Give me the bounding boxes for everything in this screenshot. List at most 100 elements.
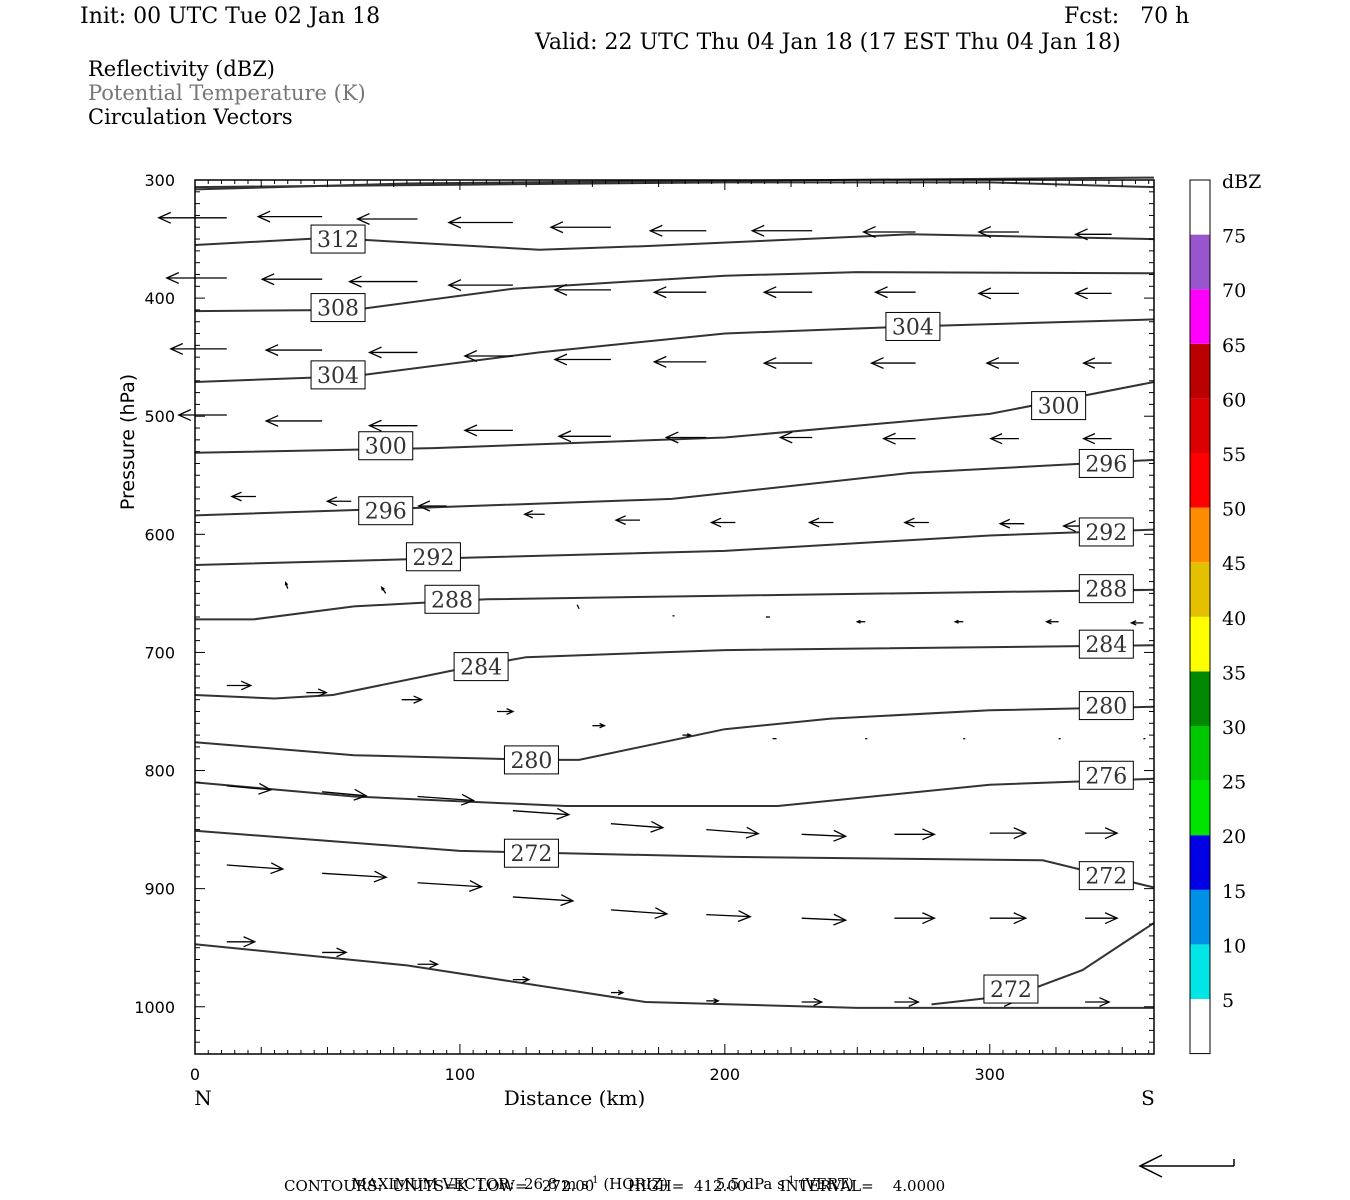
vector-head	[1074, 287, 1088, 300]
vector-head	[1082, 433, 1096, 445]
y-tick-label: 400	[144, 289, 175, 308]
forecast-hour: Fcst: 70 h	[1064, 4, 1190, 29]
vector-head	[1045, 618, 1052, 625]
colorbar-swatch-12	[1190, 343, 1210, 399]
circulation-vectors	[157, 210, 1146, 1007]
colorbar-label: 5	[1222, 990, 1234, 1012]
vector-arrow-18	[977, 287, 1019, 300]
colorbar-label: 65	[1222, 335, 1246, 357]
vector-head	[1062, 520, 1076, 533]
theta-label-box	[310, 224, 366, 254]
vector-head	[523, 510, 533, 519]
vector-arrow-36	[778, 431, 813, 444]
colorbar-swatch-10	[1190, 453, 1210, 508]
theta-label-box	[1078, 448, 1134, 478]
vector-head	[367, 419, 382, 432]
vector-head	[989, 433, 1003, 445]
vector-arrow-75	[706, 826, 760, 839]
theta-label-text: 312	[317, 228, 359, 253]
vector-head	[977, 225, 992, 238]
theta-label-text: 304	[317, 364, 359, 389]
vector-head	[745, 826, 760, 839]
vector-head	[270, 862, 285, 875]
vector-arrow-71	[322, 788, 368, 801]
colorbar-label: 50	[1222, 499, 1246, 521]
vector-arrow-96	[801, 997, 824, 1007]
vector-head	[243, 936, 257, 948]
theta-label-9: 292	[1078, 517, 1134, 547]
theta-contour-6	[194, 458, 1155, 517]
vector-head	[522, 976, 531, 984]
maxvec-vert: 5.5 dPa s	[715, 1175, 785, 1193]
vector-arrow-44	[614, 515, 641, 526]
vector-head	[169, 342, 184, 355]
colorbar-swatch-6	[1190, 671, 1210, 726]
theta-label-text: 300	[365, 435, 407, 460]
vector-arrow-45	[709, 517, 736, 528]
vector-head	[447, 216, 462, 229]
vector-head	[664, 431, 679, 444]
vector-arrow-31	[264, 414, 323, 427]
vector-head	[650, 820, 665, 833]
theta-label-text: 272	[510, 842, 552, 867]
vector-head	[713, 998, 720, 1004]
vector-arrow-35	[664, 431, 707, 444]
x-tick-label: 100	[445, 1065, 476, 1084]
vector-head	[557, 430, 572, 443]
vector-head	[1104, 827, 1119, 840]
theta-contour-2	[194, 233, 1155, 251]
colorbar-swatch-9	[1190, 507, 1210, 563]
theta-label-text: 284	[1085, 633, 1127, 658]
vector-arrow-81	[322, 870, 388, 883]
theta-label-3: 304	[885, 311, 941, 341]
vector-arrow-84	[610, 907, 669, 920]
vector-head	[922, 912, 936, 925]
theta-label-text: 272	[990, 978, 1032, 1003]
vector-head	[177, 409, 192, 422]
reference-vector	[1138, 1154, 1235, 1178]
vector-arrow-80	[226, 862, 285, 875]
maxvec-label: MAXIMUM VECTOR:	[351, 1175, 515, 1193]
vector-arrow-92	[417, 960, 440, 969]
vector-arrow-90	[226, 936, 257, 948]
vector-head	[762, 357, 777, 370]
vector-arrow-1	[256, 210, 323, 223]
vector-head	[599, 722, 606, 729]
vector-head	[463, 349, 478, 362]
vector-head	[614, 515, 626, 526]
vector-arrow-61	[401, 695, 424, 704]
vector-shaft	[801, 833, 846, 837]
theta-label-5: 300	[1031, 391, 1087, 421]
vector-arrow-22	[367, 346, 418, 359]
theta-label-text: 284	[460, 656, 502, 681]
theta-label-text: 288	[431, 588, 473, 613]
theta-contour-8	[195, 588, 1155, 621]
legend-reflectivity: Reflectivity (dBZ)	[88, 57, 276, 81]
maxvec-horiz-exponent: -1	[588, 1175, 599, 1186]
vector-head	[807, 517, 820, 528]
vector-head	[556, 807, 571, 820]
vector-shaft	[226, 785, 271, 791]
theta-label-box	[885, 311, 941, 341]
theta-label-box	[310, 360, 366, 390]
vector-arrow-60	[306, 688, 328, 697]
vector-arrow-63	[592, 722, 606, 729]
vector-shaft	[512, 896, 573, 902]
vector-head	[1104, 912, 1119, 925]
valid-time: Valid: 22 UTC Thu 04 Jan 18 (17 EST Thu …	[535, 30, 1121, 55]
theta-label-6: 296	[358, 496, 414, 526]
vector-head	[264, 344, 279, 357]
vector-arrow-21	[264, 344, 323, 357]
vector-head	[553, 353, 568, 366]
y-tick-label: 300	[144, 171, 175, 190]
colorbar-label: 25	[1222, 772, 1246, 794]
vector-head	[417, 500, 431, 512]
vector-arrow-3	[447, 216, 513, 229]
vector-shaft	[576, 604, 580, 610]
theta-label-box	[503, 838, 559, 868]
theta-label-box	[1078, 574, 1134, 604]
vector-head	[429, 960, 440, 969]
theta-label-box	[1078, 691, 1134, 721]
vector-head	[549, 221, 564, 234]
vector-head	[240, 680, 253, 691]
